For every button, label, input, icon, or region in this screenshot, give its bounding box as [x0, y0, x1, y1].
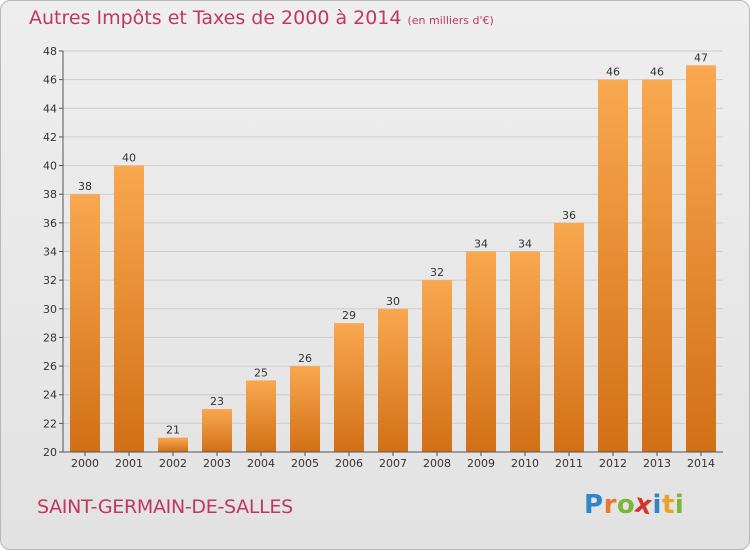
- value-label: 30: [386, 295, 400, 308]
- bar-2011: [554, 222, 584, 452]
- chart-unit: (en milliers d'€): [407, 14, 494, 27]
- x-tick-label: 2008: [423, 457, 451, 470]
- value-label: 25: [254, 366, 268, 379]
- value-label: 23: [210, 395, 224, 408]
- y-tick-label: 42: [43, 131, 57, 144]
- bar-2014: [686, 65, 716, 453]
- x-tick-label: 2006: [335, 457, 363, 470]
- y-tick-label: 20: [43, 446, 57, 459]
- x-tick-label: 2007: [379, 457, 407, 470]
- logo-letter: i: [652, 490, 662, 520]
- bar-2006: [334, 323, 364, 452]
- y-tick-label: 44: [43, 102, 57, 115]
- bars: [70, 65, 716, 453]
- value-label: 38: [78, 180, 92, 193]
- y-tick-label: 40: [43, 160, 57, 173]
- value-label: 47: [694, 51, 708, 64]
- value-label: 40: [122, 152, 136, 165]
- bar-2008: [422, 280, 452, 452]
- x-tick-label: 2009: [467, 457, 495, 470]
- proxiti-logo[interactable]: Proxiti: [584, 489, 685, 522]
- logo-letter: P: [584, 490, 604, 520]
- y-tick-label: 26: [43, 360, 57, 373]
- y-tick-label: 38: [43, 188, 57, 201]
- value-label: 21: [166, 424, 180, 437]
- bar-2005: [290, 366, 320, 452]
- y-tick-label: 28: [43, 331, 57, 344]
- value-label: 29: [342, 309, 356, 322]
- x-tick-label: 2010: [511, 457, 539, 470]
- y-tick-label: 36: [43, 217, 57, 230]
- chart-title: Autres Impôts et Taxes de 2000 à 2014 (en…: [29, 7, 494, 29]
- bar-2012: [598, 79, 628, 453]
- commune-name: SAINT-GERMAIN-DE-SALLES: [37, 496, 293, 518]
- bar-2010: [510, 251, 540, 452]
- x-tick-label: 2012: [599, 457, 627, 470]
- x-tick-label: 2004: [247, 457, 275, 470]
- value-label: 34: [474, 238, 488, 251]
- x-tick-label: 2003: [203, 457, 231, 470]
- x-tick-label: 2000: [71, 457, 99, 470]
- x-tick-label: 2002: [159, 457, 187, 470]
- bar-2000: [70, 194, 100, 452]
- value-label: 26: [298, 352, 312, 365]
- x-tick-label: 2001: [115, 457, 143, 470]
- bar-2001: [114, 165, 144, 453]
- logo-letter: t: [661, 490, 675, 520]
- logo-letter: i: [674, 490, 685, 520]
- y-tick-label: 32: [43, 274, 57, 287]
- x-tick-label: 2013: [643, 457, 671, 470]
- bar-2003: [202, 409, 232, 452]
- value-label: 46: [606, 66, 620, 79]
- value-labels: 38 40 21 23 25 26 29 30 32 34 34 36 46 46 47: [78, 51, 708, 436]
- y-tick-label: 24: [43, 389, 57, 402]
- bar-2007: [378, 308, 408, 452]
- x-tick-label: 2011: [555, 457, 583, 470]
- bar-2013: [642, 79, 672, 453]
- logo-letter: r: [603, 490, 617, 520]
- chart-title-text: Autres Impôts et Taxes de 2000 à 2014: [29, 7, 402, 29]
- value-label: 32: [430, 266, 444, 279]
- y-tick-label: 34: [43, 246, 57, 259]
- value-label: 36: [562, 209, 576, 222]
- y-tick-label: 22: [43, 417, 57, 430]
- y-tick-label: 46: [43, 74, 57, 87]
- axes: 20 22 24 26 28 30 32 34 36 38 40 42 44 46 48 2000 2001 20…: [43, 45, 723, 470]
- x-tick-label: 2014: [687, 457, 715, 470]
- logo-letter: o: [616, 490, 636, 520]
- value-label: 46: [650, 66, 664, 79]
- bar-2002: [158, 437, 188, 452]
- bar-2009: [466, 251, 496, 452]
- x-tick-label: 2005: [291, 457, 319, 470]
- y-tick-label: 48: [43, 45, 57, 58]
- bar-2004: [246, 380, 276, 452]
- value-label: 34: [518, 238, 532, 251]
- y-tick-label: 30: [43, 303, 57, 316]
